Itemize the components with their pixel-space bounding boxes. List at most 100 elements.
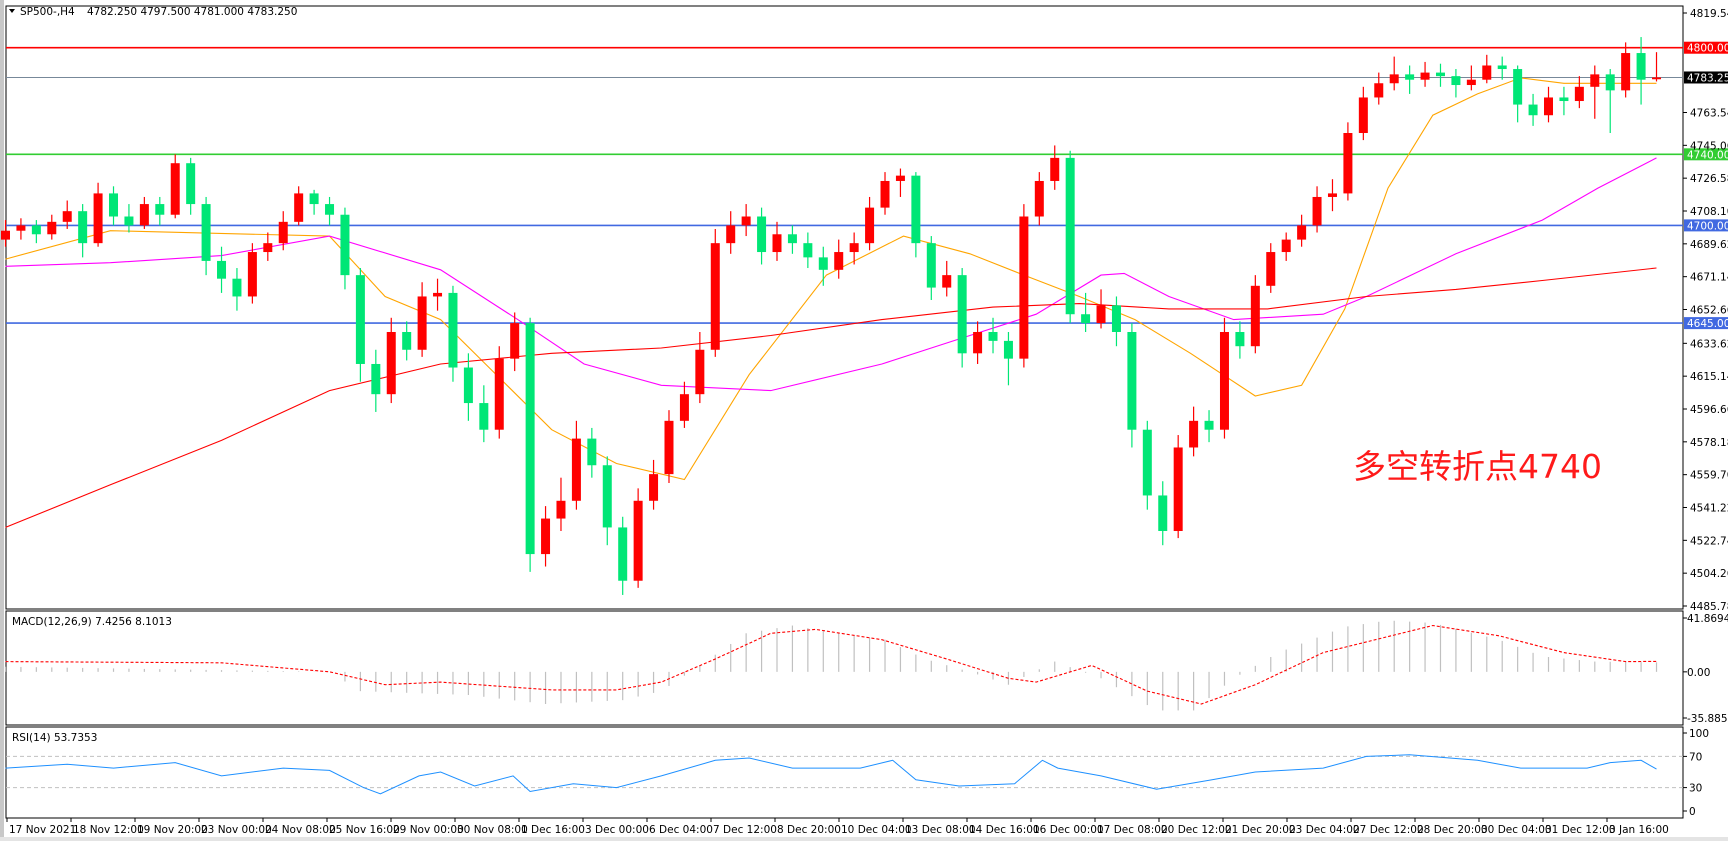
bearish-candle bbox=[988, 331, 998, 341]
bullish-candle bbox=[1389, 74, 1399, 84]
bearish-candle bbox=[1235, 331, 1245, 347]
price-axis-label: 4596.660 bbox=[1690, 404, 1728, 416]
bearish-candle bbox=[911, 175, 921, 244]
bearish-candle bbox=[371, 363, 381, 395]
level-price-tag bbox=[1684, 317, 1728, 330]
bearish-candle bbox=[1528, 104, 1538, 116]
bullish-candle bbox=[1574, 86, 1584, 102]
time-axis-label: 14 Dec 16:00 bbox=[969, 824, 1040, 836]
time-axis-label: 30 Dec 04:00 bbox=[1481, 824, 1552, 836]
bullish-candle bbox=[1, 230, 10, 240]
time-axis-label: 29 Nov 00:00 bbox=[393, 824, 464, 836]
time-axis-label: 23 Dec 04:00 bbox=[1289, 824, 1360, 836]
macd-panel-frame bbox=[5, 610, 1684, 726]
bullish-candle bbox=[294, 193, 304, 222]
time-axis-label: 19 Nov 20:00 bbox=[137, 824, 208, 836]
bearish-candle bbox=[1158, 495, 1168, 531]
bearish-candle bbox=[1513, 69, 1523, 105]
bullish-candle bbox=[1189, 420, 1199, 448]
macd-label: MACD(12,26,9) 7.4256 8.1013 bbox=[12, 616, 172, 628]
time-axis-label: 6 Dec 04:00 bbox=[649, 824, 713, 836]
chart-header: SP500-,H4 4782.250 4797.500 4781.000 478… bbox=[9, 6, 297, 18]
bearish-candle bbox=[525, 323, 535, 555]
bearish-candle bbox=[803, 243, 813, 258]
price-axis-label: 4541.220 bbox=[1690, 502, 1728, 514]
price-axis-label: 4726.580 bbox=[1690, 173, 1728, 185]
macd-axis-label: 41.8694 bbox=[1687, 613, 1728, 625]
bullish-candle bbox=[772, 234, 782, 253]
time-axis-label: 23 Nov 00:00 bbox=[201, 824, 272, 836]
level-price-tag bbox=[1684, 41, 1728, 54]
bearish-candle bbox=[463, 367, 473, 404]
bearish-candle bbox=[1435, 72, 1445, 77]
bullish-candle bbox=[247, 252, 257, 297]
symbol-label: SP500-,H4 bbox=[20, 6, 75, 18]
bullish-candle bbox=[47, 221, 57, 235]
level-price-label: 4740.000 bbox=[1687, 149, 1728, 161]
main-panel-frame bbox=[5, 5, 1684, 610]
bearish-candle bbox=[1451, 76, 1461, 86]
macd-axis-label: -35.8856 bbox=[1687, 713, 1728, 725]
macd-axis-label: 0.00 bbox=[1687, 667, 1710, 679]
bullish-candle bbox=[1312, 196, 1322, 226]
bearish-candle bbox=[448, 292, 458, 368]
bullish-candle bbox=[849, 243, 859, 253]
time-axis-label: 31 Dec 12:00 bbox=[1545, 824, 1616, 836]
bullish-candle bbox=[170, 163, 180, 215]
rsi-panel-frame bbox=[5, 726, 1684, 819]
price-axis-label: 4708.100 bbox=[1690, 206, 1728, 218]
ohlc-readout: 4782.250 4797.500 4781.000 4783.250 bbox=[87, 6, 297, 18]
triangle-down-icon[interactable] bbox=[9, 9, 15, 13]
bullish-candle bbox=[834, 252, 844, 270]
bearish-candle bbox=[201, 204, 211, 261]
time-axis-label: 16 Dec 00:00 bbox=[1033, 824, 1104, 836]
bullish-candle bbox=[1374, 83, 1384, 98]
rsi-axis-label: 70 bbox=[1689, 751, 1702, 763]
bearish-candle bbox=[602, 465, 612, 528]
bullish-candle bbox=[1173, 447, 1183, 531]
level-price-label: 4783.250 bbox=[1687, 72, 1728, 84]
bullish-candle bbox=[1050, 157, 1060, 181]
bullish-candle bbox=[741, 216, 751, 226]
bullish-candle bbox=[1466, 79, 1476, 86]
bearish-candle bbox=[479, 403, 489, 430]
bullish-candle bbox=[1297, 225, 1307, 240]
price-axis-label: 4578.180 bbox=[1690, 437, 1728, 449]
bearish-candle bbox=[1111, 305, 1121, 332]
time-axis-label: 17 Dec 08:00 bbox=[1097, 824, 1168, 836]
time-axis-label: 27 Dec 12:00 bbox=[1353, 824, 1424, 836]
price-axis-label: 4745.060 bbox=[1690, 140, 1728, 152]
bullish-candle bbox=[62, 211, 72, 222]
bottom-edge bbox=[0, 837, 1728, 841]
bullish-candle bbox=[494, 358, 504, 430]
bullish-candle bbox=[1358, 97, 1368, 134]
bearish-candle bbox=[1142, 429, 1152, 496]
bearish-candle bbox=[402, 331, 412, 350]
bearish-candle bbox=[757, 216, 767, 253]
bullish-candle bbox=[278, 221, 288, 244]
bullish-candle bbox=[679, 394, 689, 421]
bearish-candle bbox=[340, 214, 350, 276]
time-axis-label: 25 Nov 16:00 bbox=[329, 824, 400, 836]
bullish-candle bbox=[664, 420, 674, 475]
bearish-candle bbox=[355, 275, 365, 364]
bearish-candle bbox=[1636, 53, 1646, 80]
rsi-axis-label: 100 bbox=[1689, 728, 1709, 740]
bullish-candle bbox=[1219, 331, 1229, 430]
time-axis-label: 18 Nov 12:00 bbox=[73, 824, 144, 836]
price-axis-label: 4819.540 bbox=[1690, 8, 1728, 20]
bullish-candle bbox=[1621, 53, 1631, 91]
bullish-candle bbox=[942, 275, 952, 288]
price-axis-label: 4763.540 bbox=[1690, 107, 1728, 119]
bearish-candle bbox=[232, 278, 242, 297]
bullish-candle bbox=[510, 323, 520, 359]
time-axis-label: 3 Dec 00:00 bbox=[585, 824, 649, 836]
bullish-candle bbox=[16, 225, 26, 231]
bullish-candle bbox=[571, 438, 581, 501]
time-axis-label: 21 Dec 20:00 bbox=[1225, 824, 1296, 836]
bullish-candle bbox=[1034, 180, 1044, 217]
price-axis-label: 4652.660 bbox=[1690, 305, 1728, 317]
annotation-text: 多空转折点4740 bbox=[1353, 447, 1602, 486]
bearish-candle bbox=[155, 204, 165, 215]
